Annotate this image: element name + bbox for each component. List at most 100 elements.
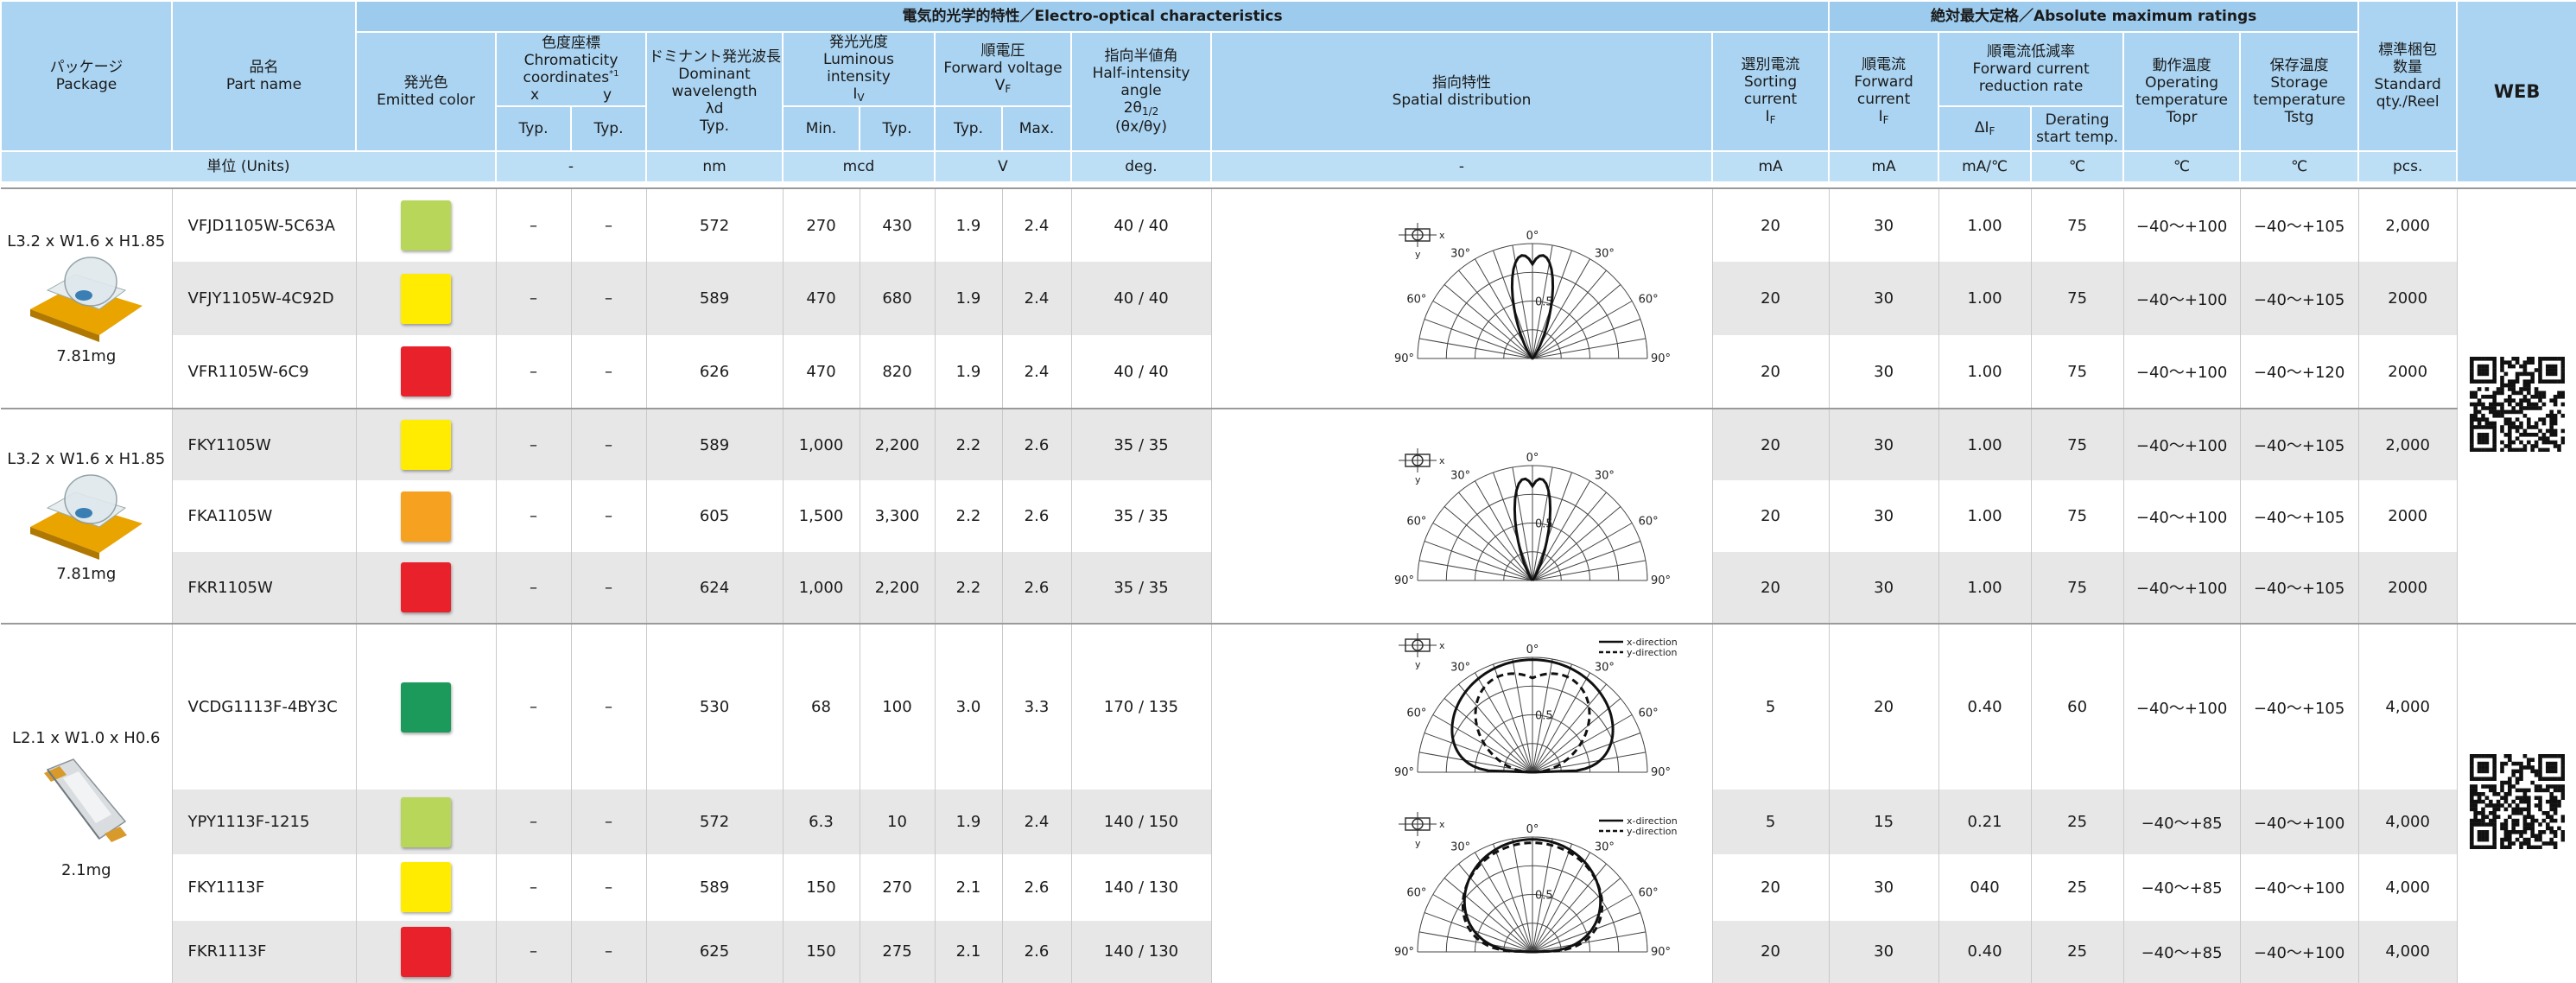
qr-module — [2507, 435, 2512, 441]
header-cell: ℃ — [2030, 150, 2125, 183]
qr-module — [2503, 818, 2509, 823]
qr-module — [2481, 765, 2485, 770]
qr-module — [2503, 754, 2509, 758]
polar-spoke — [1532, 852, 1590, 953]
text: 発光光度 — [829, 34, 888, 52]
qr-module — [2511, 378, 2516, 384]
text: Forward current — [1972, 60, 2090, 78]
qr-module — [2522, 383, 2528, 387]
polar-spoke — [1532, 878, 1621, 953]
qr-module — [2507, 378, 2512, 384]
color-cell — [355, 262, 496, 335]
qr-module — [2500, 769, 2504, 774]
text: reduction rate — [1978, 78, 2084, 96]
text: 1,000 — [798, 578, 844, 597]
value-cell: −40〜+105 — [2239, 623, 2359, 790]
text: 10 — [887, 813, 907, 832]
qr-module — [2545, 799, 2550, 804]
qr-module — [2484, 845, 2490, 850]
qr-module — [2477, 754, 2482, 758]
qr-module — [2519, 409, 2523, 414]
qr-module — [2522, 799, 2528, 804]
text: L2.1 x W1.0 x H0.6 — [12, 728, 161, 747]
value-cell: – — [495, 408, 571, 480]
qr-module — [2507, 364, 2512, 368]
qr-module — [2481, 367, 2485, 372]
angle-label: 30° — [1595, 470, 1615, 483]
qr-module — [2477, 765, 2482, 770]
qr-module — [2526, 397, 2531, 403]
header-cell: deg. — [1070, 150, 1212, 183]
qr-module — [2469, 413, 2474, 418]
angle-label: 60° — [1639, 294, 1659, 307]
qr-module — [2492, 826, 2497, 831]
value-cell: 2.2 — [934, 408, 1002, 480]
polar-spoke — [1424, 732, 1533, 773]
qr-module — [2488, 803, 2493, 808]
text: – — [530, 435, 537, 454]
header-line: Standard — [2361, 76, 2454, 93]
text: 2.1mg — [60, 860, 111, 879]
qr-module — [2534, 440, 2539, 444]
qr-module — [2473, 754, 2478, 758]
qr-module — [2511, 386, 2516, 391]
qr-module — [2503, 807, 2509, 812]
qr-module — [2522, 386, 2528, 391]
qr-module — [2469, 432, 2474, 437]
qr-module — [2549, 803, 2554, 808]
text: 7.81mg — [56, 346, 117, 365]
value-cell: −40〜+100 — [2122, 262, 2241, 335]
qr-module — [2519, 432, 2523, 437]
text: 選別電流 — [1741, 56, 1800, 74]
polar-spoke — [1532, 658, 1553, 773]
qr-module — [2560, 402, 2566, 406]
value-cell: 2,200 — [859, 408, 935, 480]
qr-module — [2477, 811, 2482, 815]
qr-module — [2492, 367, 2497, 372]
qr-module — [2526, 383, 2531, 387]
qr-module — [2477, 837, 2482, 842]
value-cell: 4,000 — [2357, 920, 2458, 983]
angle-label: 0° — [1526, 452, 1539, 465]
qr-module — [2549, 761, 2554, 766]
axis-label: y — [1415, 838, 1421, 849]
qr-module — [2522, 792, 2528, 796]
qr-module — [2541, 788, 2547, 793]
header-line: intensity — [785, 68, 932, 86]
text: mcd — [842, 157, 875, 175]
qr-module — [2488, 402, 2493, 406]
led-dome — [64, 256, 117, 307]
polar-spoke — [1493, 472, 1533, 581]
qr-module — [2511, 383, 2516, 387]
qr-module — [2549, 409, 2554, 414]
qr-module — [2534, 834, 2539, 838]
qr-module — [2541, 818, 2547, 823]
qr-module — [2545, 356, 2550, 361]
header-line: Forward current — [1941, 60, 2121, 78]
qr-module — [2545, 788, 2550, 793]
qr-module — [2503, 780, 2509, 785]
qr-module — [2500, 841, 2504, 846]
value-cell: 589 — [645, 262, 783, 335]
qr-module — [2538, 761, 2542, 766]
qr-module — [2515, 371, 2520, 376]
qr-module — [2515, 761, 2520, 766]
header-cell: ΔIF — [1938, 105, 2033, 152]
qr-module — [2515, 375, 2520, 380]
value-cell: 20 — [1711, 920, 1830, 983]
header-line: 順電圧 — [937, 42, 1069, 60]
qr-module — [2477, 371, 2482, 376]
qr-module — [2522, 371, 2528, 376]
angle-label: 0° — [1526, 230, 1539, 243]
qr-module — [2492, 792, 2497, 796]
qr-module — [2549, 356, 2554, 361]
qr-module — [2484, 435, 2490, 441]
text: 40 / 40 — [1114, 216, 1169, 235]
qr-module — [2538, 803, 2542, 808]
qr-module — [2473, 811, 2478, 815]
qr-module — [2515, 837, 2520, 842]
qr-module — [2534, 803, 2539, 808]
polar-spoke — [1418, 931, 1533, 953]
qr-module — [2500, 788, 2504, 793]
value-cell: 140 / 150 — [1070, 790, 1211, 855]
